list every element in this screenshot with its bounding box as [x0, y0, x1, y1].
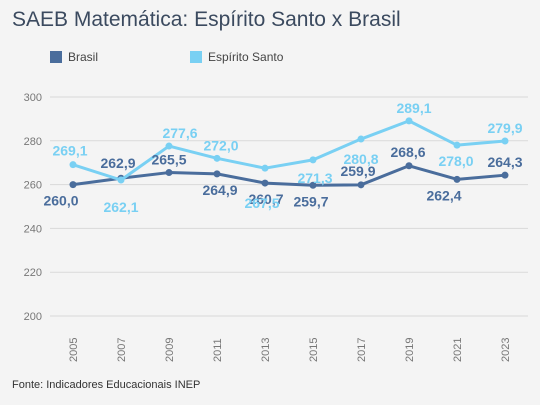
data-point-espirito-santo: [309, 156, 317, 164]
series-line-brasil: [72, 164, 506, 187]
data-label-espirito-santo: 272,0: [203, 137, 238, 153]
data-point-brasil: [453, 175, 461, 183]
data-point-brasil: [69, 181, 77, 189]
data-label-brasil: 260,7: [248, 191, 283, 207]
data-label-espirito-santo: 279,9: [487, 120, 522, 136]
data-label-brasil: 262,9: [100, 155, 135, 171]
legend-swatch-brasil: [50, 51, 62, 63]
y-tick-label: 280: [24, 136, 42, 148]
y-tick-label: 220: [24, 267, 42, 279]
legend-item-brasil[interactable]: Brasil: [50, 48, 98, 66]
x-tick-label: 2019: [404, 338, 416, 362]
x-tick-label: 2023: [500, 338, 512, 362]
data-label-brasil: 259,7: [293, 193, 328, 209]
data-label-brasil: 265,5: [151, 152, 186, 168]
data-point-brasil: [165, 169, 173, 177]
data-point-espirito-santo: [213, 154, 221, 162]
data-label-brasil: 264,9: [202, 182, 237, 198]
data-label-espirito-santo: 262,1: [103, 199, 138, 215]
data-label-brasil: 268,6: [390, 144, 425, 160]
series-line-espirito-santo: [72, 119, 506, 182]
x-tick-label: 2011: [212, 338, 224, 362]
legend-item-espirito-santo[interactable]: Espírito Santo: [190, 48, 283, 66]
data-label-espirito-santo: 280,8: [343, 151, 378, 167]
y-tick-label: 200: [24, 311, 42, 323]
data-label-espirito-santo: 289,1: [396, 100, 431, 116]
legend: Brasil Espírito Santo: [0, 48, 540, 68]
x-tick-label: 2021: [452, 338, 464, 362]
data-label-espirito-santo: 269,1: [52, 143, 87, 159]
data-label-brasil: 264,3: [487, 154, 522, 170]
data-point-brasil: [309, 181, 317, 189]
y-tick-label: 240: [24, 223, 42, 235]
data-label-brasil: 260,0: [43, 193, 78, 209]
legend-label-espirito-santo: Espírito Santo: [208, 50, 284, 64]
data-point-brasil: [213, 170, 221, 178]
data-point-espirito-santo: [405, 117, 413, 125]
data-label-espirito-santo: 271,3: [297, 170, 332, 186]
data-point-espirito-santo: [165, 142, 173, 150]
data-label-brasil: 259,9: [340, 163, 375, 179]
data-label-espirito-santo: 278,0: [438, 153, 473, 169]
x-tick-label: 2005: [68, 338, 80, 362]
x-tick-label: 2017: [356, 338, 368, 362]
data-label-espirito-santo: 277,6: [162, 125, 197, 141]
x-tick-label: 2007: [116, 338, 128, 362]
data-point-espirito-santo: [117, 176, 125, 184]
data-point-espirito-santo: [501, 137, 509, 145]
data-point-espirito-santo: [453, 141, 461, 149]
data-point-brasil: [261, 179, 269, 187]
source-note: Fonte: Indicadores Educacionais INEP: [12, 379, 201, 391]
chart-title: SAEB Matemática: Espírito Santo x Brasil: [12, 8, 401, 31]
data-point-brasil: [501, 171, 509, 179]
data-point-espirito-santo: [357, 135, 365, 143]
data-label-espirito-santo: 267,5: [244, 195, 279, 211]
x-tick-label: 2015: [308, 338, 320, 362]
data-point-brasil: [357, 181, 365, 189]
data-point-brasil: [405, 162, 413, 170]
data-point-espirito-santo: [261, 164, 269, 172]
data-point-espirito-santo: [69, 161, 77, 169]
y-tick-label: 300: [24, 92, 42, 104]
legend-swatch-espirito-santo: [190, 51, 202, 63]
x-tick-label: 2009: [164, 338, 176, 362]
data-label-brasil: 262,4: [426, 187, 461, 203]
y-tick-label: 260: [24, 180, 42, 192]
x-tick-label: 2013: [260, 338, 272, 362]
legend-label-brasil: Brasil: [68, 50, 99, 64]
